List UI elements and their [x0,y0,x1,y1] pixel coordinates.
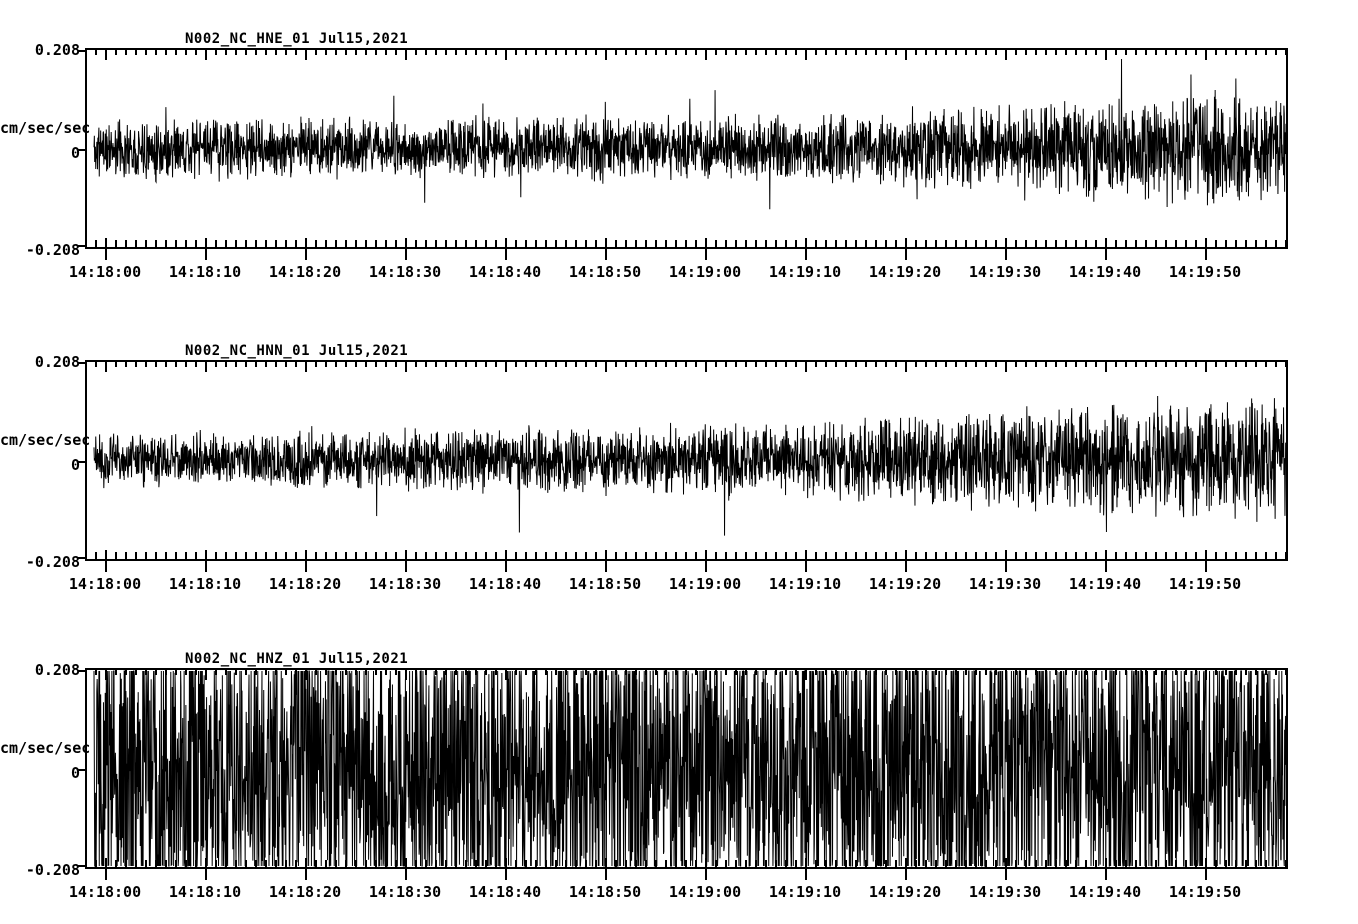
x-tick-label: 14:19:10 [768,263,842,281]
x-tick-label: 14:18:50 [568,883,642,901]
x-tick-label: 14:19:50 [1168,263,1242,281]
y-label-max-hnn: 0.208 [34,353,80,371]
x-tick-label: 14:19:10 [768,575,842,593]
waveform-trace [94,396,1286,536]
waveform-trace [94,671,1286,866]
y-tick-max-hnz [78,670,87,672]
x-tick-label: 14:19:20 [868,263,942,281]
y-tick-max-hne [78,50,87,52]
x-tick-label: 14:19:30 [968,883,1042,901]
x-tick-label: 14:19:20 [868,575,942,593]
x-tick-label: 14:19:00 [668,883,742,901]
x-tick-label: 14:19:40 [1068,263,1142,281]
y-tick-zero-hnz [78,769,87,771]
y-tick-min-hnz [78,865,87,867]
y-label-zero-hnz: 0 [70,764,80,782]
x-tick-label: 14:18:50 [568,263,642,281]
x-tick-label: 14:18:40 [468,883,542,901]
plot-frame-hnn [78,360,1288,561]
waveform-hnn [87,362,1286,559]
y-axis-units-hne: cm/sec/sec [0,119,91,137]
plot-frame-hne [78,48,1288,249]
panel-title-hne: N002_NC_HNE_01 Jul15,2021 [185,31,409,47]
panel-hnn: N002_NC_HNN_01 Jul15,2021 0.208 cm/sec/s… [0,312,1358,622]
x-tick-label: 14:19:10 [768,883,842,901]
y-tick-zero-hne [78,149,87,151]
y-label-min-hne: -0.208 [25,241,80,259]
x-tick-label: 14:19:00 [668,575,742,593]
x-tick-label: 14:18:50 [568,575,642,593]
y-label-zero-hne: 0 [70,144,80,162]
y-tick-zero-hnn [78,461,87,463]
x-tick-label: 14:18:10 [168,575,242,593]
x-tick-label: 14:19:50 [1168,575,1242,593]
x-tick-label: 14:18:00 [68,883,142,901]
x-tick-label: 14:19:40 [1068,575,1142,593]
x-tick-label: 14:18:00 [68,263,142,281]
panel-hne: N002_NC_HNE_01 Jul15,2021 0.208 cm/sec/s… [0,0,1358,310]
x-tick-label: 14:18:30 [368,263,442,281]
x-tick-label: 14:18:40 [468,575,542,593]
y-label-max-hne: 0.208 [34,41,80,59]
x-tick-label: 14:19:50 [1168,883,1242,901]
y-label-min-hnz: -0.208 [25,861,80,879]
x-tick-label: 14:18:30 [368,883,442,901]
plot-frame-hnz [78,668,1288,869]
x-tick-label: 14:19:30 [968,263,1042,281]
x-tick-label: 14:18:30 [368,575,442,593]
x-tick-label: 14:19:30 [968,575,1042,593]
y-axis-units-hnz: cm/sec/sec [0,739,91,757]
x-tick-label: 14:18:20 [268,263,342,281]
panel-title-hnz: N002_NC_HNZ_01 Jul15,2021 [185,651,409,667]
x-tick-label: 14:18:10 [168,263,242,281]
waveform-trace [94,59,1286,209]
panel-hnz: N002_NC_HNZ_01 Jul15,2021 0.208 cm/sec/s… [0,620,1358,924]
y-label-min-hnn: -0.208 [25,553,80,571]
y-tick-max-hnn [78,362,87,364]
y-label-zero-hnn: 0 [70,456,80,474]
x-tick-label: 14:18:00 [68,575,142,593]
x-tick-label: 14:18:10 [168,883,242,901]
x-tick-label: 14:18:20 [268,883,342,901]
waveform-hnz [87,670,1286,867]
x-tick-label: 14:18:20 [268,575,342,593]
x-tick-label: 14:19:00 [668,263,742,281]
waveform-hne [87,50,1286,247]
y-tick-min-hnn [78,557,87,559]
x-tick-label: 14:18:40 [468,263,542,281]
x-tick-label: 14:19:40 [1068,883,1142,901]
y-axis-units-hnn: cm/sec/sec [0,431,91,449]
y-tick-min-hne [78,245,87,247]
x-tick-label: 14:19:20 [868,883,942,901]
panel-title-hnn: N002_NC_HNN_01 Jul15,2021 [185,343,409,359]
y-label-max-hnz: 0.208 [34,661,80,679]
